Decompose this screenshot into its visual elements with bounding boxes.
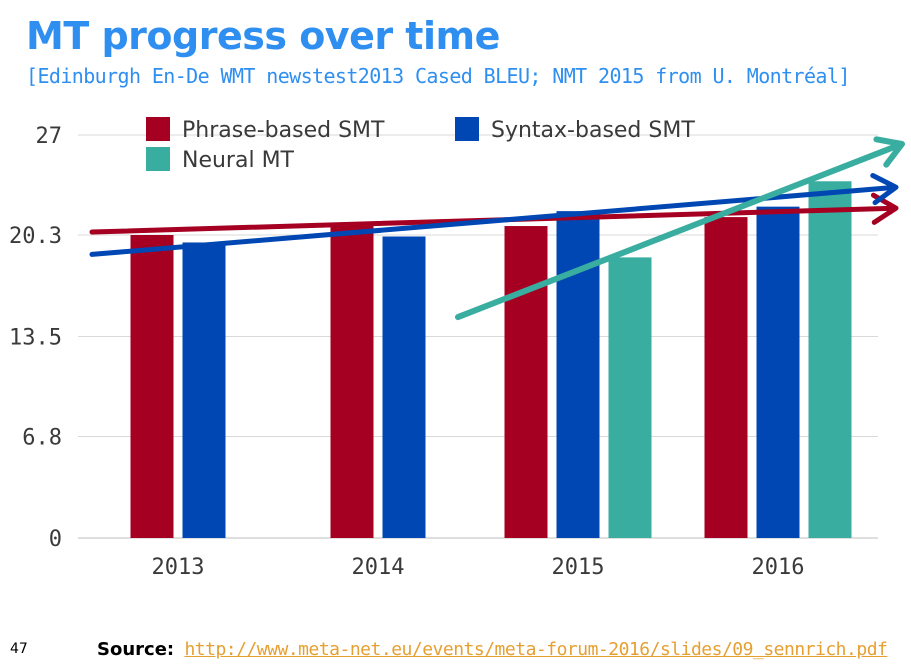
legend-swatch	[146, 147, 170, 171]
x-axis-ticks: 2013 2014 2015 2016	[152, 555, 805, 580]
legend-label: Phrase-based SMT	[182, 118, 385, 143]
source-label: Source:	[97, 639, 175, 660]
bleu-bar-chart: 0 6.8 13.5 20.3 27 2013 2014 2015 2016 Phrase-b…	[9, 117, 905, 580]
legend-swatch	[146, 117, 170, 141]
y-tick-label: 20.3	[9, 224, 62, 249]
x-tick-label: 2016	[752, 555, 805, 580]
bar-phrase-based-smt-2016	[704, 217, 748, 538]
x-tick-label: 2013	[152, 555, 205, 580]
bar-phrase-based-smt-2015	[504, 226, 548, 538]
bar-syntax-based-smt-2013	[182, 242, 226, 538]
trend-arrows	[89, 136, 905, 321]
bar-syntax-based-smt-2015	[556, 211, 600, 538]
source-link[interactable]: http://www.meta-net.eu/events/meta-forum…	[184, 639, 888, 660]
y-tick-label: 27	[36, 124, 63, 149]
bars	[130, 181, 852, 539]
slide-number: 47	[10, 641, 28, 657]
x-tick-label: 2015	[552, 555, 605, 580]
bar-phrase-based-smt-2013	[130, 235, 174, 538]
slide-subtitle: [Edinburgh En-De WMT newstest2013 Cased …	[26, 64, 850, 88]
y-tick-label: 0	[49, 527, 62, 552]
trend-arrow-neural-mt	[455, 143, 900, 321]
legend-label: Neural MT	[182, 148, 295, 173]
y-axis-ticks: 0 6.8 13.5 20.3 27	[9, 124, 62, 552]
trend-arrowhead-syntax-based-smt	[870, 173, 899, 206]
trend-arrowhead-neural-mt	[873, 136, 905, 168]
y-tick-label: 13.5	[9, 326, 62, 351]
y-tick-label: 6.8	[22, 426, 62, 451]
bar-syntax-based-smt-2014	[382, 236, 426, 539]
x-tick-label: 2014	[352, 555, 405, 580]
legend-swatch	[455, 117, 479, 141]
bar-syntax-based-smt-2016	[756, 206, 800, 538]
legend: Phrase-based SMT Syntax-based SMT Neural M…	[146, 117, 695, 173]
legend-label: Syntax-based SMT	[491, 118, 695, 143]
slide-title: MT progress over time	[26, 14, 500, 58]
bar-neural-mt-2016	[808, 181, 852, 538]
bar-phrase-based-smt-2014	[330, 226, 374, 538]
bar-neural-mt-2015	[608, 257, 652, 538]
source-line: Source: http://www.meta-net.eu/events/me…	[97, 639, 888, 660]
